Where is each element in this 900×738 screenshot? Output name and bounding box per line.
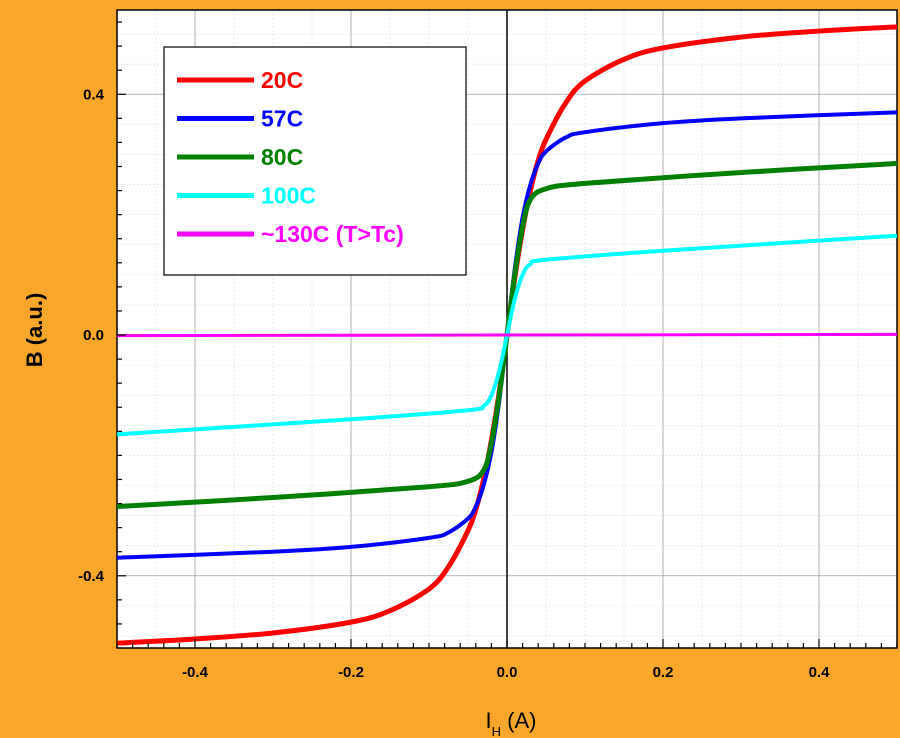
y-tick-label: 0.4 bbox=[83, 86, 105, 103]
tick-marks bbox=[116, 21, 898, 649]
y-tick-label: -0.4 bbox=[78, 568, 105, 585]
legend-box bbox=[163, 46, 467, 276]
x-tick-label: 0.2 bbox=[653, 664, 674, 681]
legend: 20C 57C 80C 100C ~130C (T>Tc) bbox=[163, 46, 467, 276]
y-tick-labels: -0.4 0.0 0.4 bbox=[78, 86, 105, 585]
x-tick-labels: -0.4 -0.2 0.0 0.2 0.4 bbox=[182, 664, 830, 681]
x-tick-label: 0.4 bbox=[809, 664, 831, 681]
legend-label-3: 100C bbox=[261, 183, 316, 209]
legend-label-2: 80C bbox=[261, 144, 303, 170]
legend-label-4: ~130C (T>Tc) bbox=[261, 221, 404, 247]
series-group bbox=[116, 24, 898, 646]
x-tick-label: 0.0 bbox=[497, 664, 518, 681]
x-axis-label: IH (A) bbox=[486, 708, 537, 738]
series-line-4 bbox=[116, 332, 898, 338]
legend-label-0: 20C bbox=[261, 67, 303, 93]
y-tick-label: 0.0 bbox=[83, 327, 104, 344]
y-axis-label: B (a.u.) bbox=[22, 293, 47, 368]
legend-label-1: 57C bbox=[261, 106, 303, 132]
x-tick-label: -0.4 bbox=[182, 664, 209, 681]
x-tick-label: -0.2 bbox=[338, 664, 364, 681]
